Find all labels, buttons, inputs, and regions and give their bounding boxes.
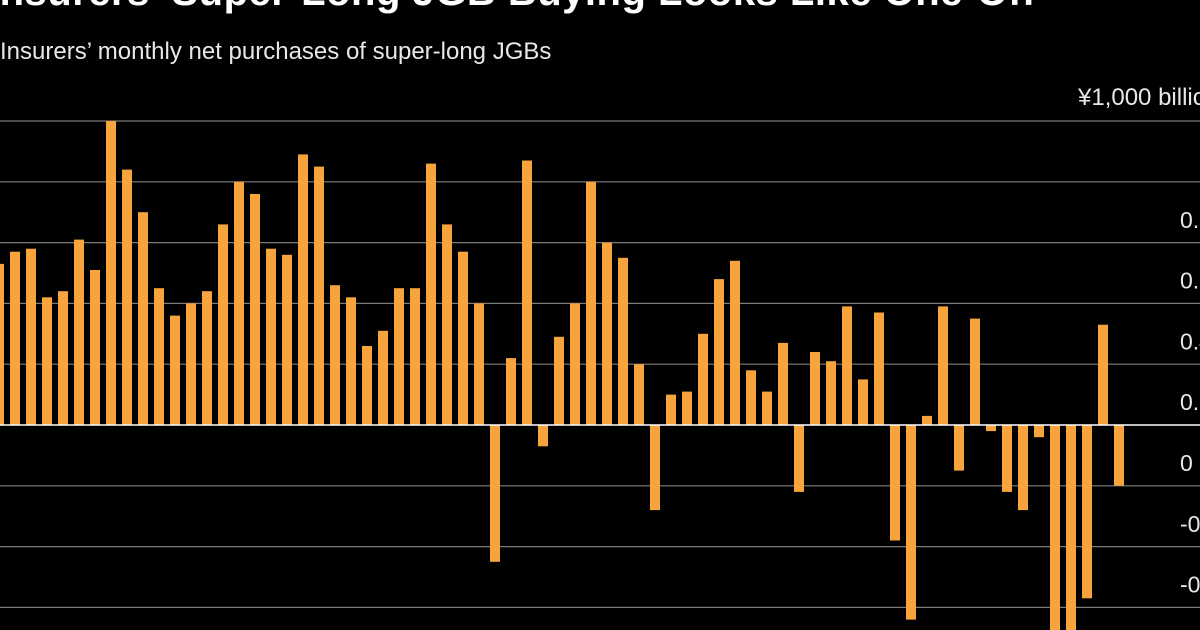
bar	[330, 285, 340, 425]
bar	[234, 181, 244, 425]
bar	[858, 379, 868, 425]
bar	[250, 194, 260, 425]
bar	[522, 160, 532, 425]
bar	[746, 370, 756, 425]
bar	[698, 333, 708, 425]
bar	[762, 391, 772, 425]
bar	[1098, 324, 1108, 425]
bar	[602, 242, 612, 425]
y-tick-label: 0.4	[1180, 328, 1200, 354]
bar	[874, 312, 884, 425]
bar	[442, 224, 452, 425]
bar	[1066, 425, 1076, 630]
bar	[570, 303, 580, 425]
bar	[378, 330, 388, 425]
bar	[474, 303, 484, 425]
bar	[970, 318, 980, 425]
bars	[0, 121, 1124, 630]
bar	[1018, 425, 1028, 511]
bar	[778, 342, 788, 425]
bar	[122, 169, 132, 425]
bar	[730, 260, 740, 425]
y-tick-labels: -0.6-0.4-0.200.20.40.60.8	[1180, 207, 1200, 598]
bar	[314, 166, 324, 425]
bar	[362, 346, 372, 425]
bar	[1114, 425, 1124, 486]
bar	[0, 263, 4, 425]
bar	[538, 425, 548, 447]
bar	[1034, 425, 1044, 438]
bar	[58, 291, 68, 425]
y-tick-label: 0.2	[1180, 389, 1200, 415]
bar	[202, 291, 212, 425]
y-tick-label: -0.2	[1180, 511, 1200, 537]
bar	[810, 352, 820, 425]
bar	[298, 154, 308, 425]
bar	[10, 251, 20, 425]
bar	[218, 224, 228, 425]
bar	[890, 425, 900, 541]
bar	[458, 251, 468, 425]
chart-title: Insurers' Super-Long JGB Buying Looks Li…	[0, 0, 1036, 15]
bar	[506, 358, 516, 425]
bar	[634, 364, 644, 425]
bar	[714, 279, 724, 425]
bar	[346, 297, 356, 425]
bar	[794, 425, 804, 492]
bar	[426, 163, 436, 425]
bar	[74, 239, 84, 425]
bar	[282, 254, 292, 425]
bar	[490, 425, 500, 562]
y-axis-unit-label: ¥1,000 billion	[1078, 84, 1200, 111]
y-tick-label: 0.6	[1180, 268, 1200, 294]
bar	[554, 336, 564, 425]
bar	[650, 425, 660, 511]
y-tick-label: 0.8	[1180, 207, 1200, 233]
bar	[954, 425, 964, 471]
bar	[1050, 425, 1060, 630]
bar	[842, 306, 852, 425]
bar	[154, 288, 164, 425]
bar	[266, 248, 276, 425]
bar	[666, 394, 676, 425]
bar	[938, 306, 948, 425]
bar	[170, 315, 180, 425]
y-tick-label: -0.4	[1180, 572, 1200, 598]
bar	[906, 425, 916, 620]
bar	[26, 248, 36, 425]
bar	[138, 212, 148, 425]
bar	[394, 288, 404, 425]
bar	[618, 257, 628, 425]
bar	[986, 425, 996, 432]
gridlines	[0, 120, 1200, 609]
bar	[586, 181, 596, 425]
bar	[42, 297, 52, 425]
bar	[1082, 425, 1092, 599]
bar	[410, 288, 420, 425]
bar	[826, 361, 836, 425]
bar	[106, 121, 116, 425]
bar	[186, 303, 196, 425]
bar	[682, 391, 692, 425]
bar	[1002, 425, 1012, 492]
y-tick-label: 0	[1180, 450, 1193, 476]
bar	[922, 415, 932, 425]
chart-subtitle: Insurers’ monthly net purchases of super…	[0, 38, 552, 65]
bar	[90, 270, 100, 425]
